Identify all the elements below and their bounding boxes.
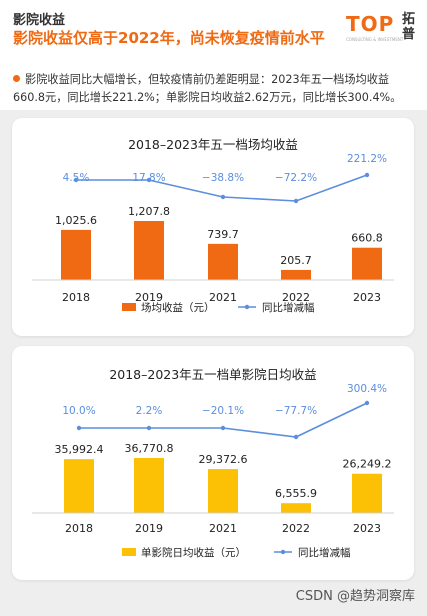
bar-value-label: 6,555.9 — [275, 487, 317, 500]
legend-bar-label: 场均收益（元） — [141, 301, 215, 314]
trend-label: 221.2% — [347, 153, 387, 165]
x-tick-label: 2023 — [353, 291, 381, 304]
bullet-dot-icon — [13, 75, 20, 82]
bar-value-label: 739.7 — [207, 228, 239, 241]
bar — [134, 458, 164, 513]
trend-label: 2.2% — [136, 405, 163, 417]
bar — [61, 229, 91, 280]
x-tick-label: 2018 — [62, 291, 90, 304]
trend-label: 10.0% — [62, 405, 95, 417]
chart-card-2: 2018–2023年五一档单影院日均收益 10.0% 2.2% −20.1% −77.… — [12, 346, 414, 580]
legend-line-marker — [280, 549, 286, 555]
footer-credit: CSDN @趋势洞察库 — [295, 589, 415, 604]
trend-label: −20.1% — [202, 405, 244, 417]
page-header: 影院收益 影院收益仅高于2022年，尚未恢复疫情前水平 TOP CONSULTI… — [0, 0, 427, 60]
trend-point — [220, 425, 226, 431]
summary-paragraph: 影院收益同比大幅增长，但较疫情前仍差距明显：2023年五一档场均收益660.8元… — [13, 71, 418, 107]
bar — [281, 503, 311, 513]
trend-label: −72.2% — [275, 172, 317, 184]
section-label: 影院收益 — [13, 13, 66, 28]
bar — [208, 469, 238, 513]
x-tick-label: 2022 — [282, 291, 310, 304]
chart-1-svg: 4.5% 17.8% −38.8% −72.2% 221.2% 1,025.6 1,207.… — [32, 153, 394, 314]
legend-line-label: 同比增减幅 — [298, 546, 351, 559]
legend-bar-label: 单影院日均收益（元） — [141, 546, 246, 559]
trend-point — [76, 425, 82, 431]
logo-subtitle: CONSULTING & INVESTMENT — [346, 37, 404, 42]
bar-value-label: 29,372.6 — [199, 453, 248, 466]
bar-value-label: 660.8 — [351, 232, 383, 245]
chart-1-title: 2018–2023年五一档场均收益 — [128, 137, 298, 152]
legend-line-marker — [244, 304, 250, 310]
trend-label: −77.7% — [275, 405, 317, 417]
bar — [208, 243, 238, 280]
x-tick-label: 2021 — [209, 291, 237, 304]
trend-label: −38.8% — [202, 172, 244, 184]
x-tick-label: 2023 — [353, 522, 381, 535]
bar — [352, 247, 382, 280]
bar-value-label: 26,249.2 — [343, 458, 392, 471]
brand-logo: TOP CONSULTING & INVESTMENT 拓普 — [346, 12, 422, 46]
logo-chinese-name: 拓普 — [402, 12, 416, 42]
page-headline: 影院收益仅高于2022年，尚未恢复疫情前水平 — [13, 29, 325, 47]
x-tick-label: 2019 — [135, 291, 163, 304]
legend-line-label: 同比增减幅 — [262, 301, 315, 314]
trend-point — [146, 177, 152, 183]
legend-bar-swatch — [122, 303, 136, 311]
summary-text: 影院收益同比大幅增长，但较疫情前仍差距明显：2023年五一档场均收益660.8元… — [13, 73, 402, 104]
bar — [64, 459, 94, 513]
chart-card-1: 2018–2023年五一档场均收益 4.5% 17.8% −38.8% −72.2% 2… — [12, 118, 414, 336]
legend-bar-swatch — [122, 548, 136, 556]
logo-wordmark: TOP — [346, 12, 395, 36]
bar-value-label: 35,992.4 — [55, 443, 104, 456]
bar-value-label: 1,207.8 — [128, 205, 170, 218]
chart-2-svg: 10.0% 2.2% −20.1% −77.7% 300.4% 35,992.4 36,77… — [32, 383, 394, 559]
trend-point — [146, 425, 152, 431]
x-tick-label: 2022 — [282, 522, 310, 535]
trend-point — [220, 194, 226, 200]
trend-point — [364, 172, 370, 178]
x-tick-label: 2019 — [135, 522, 163, 535]
trend-label: 4.5% — [63, 172, 90, 184]
bar-value-label: 205.7 — [280, 254, 312, 267]
trend-label: 17.8% — [132, 172, 165, 184]
trend-point — [73, 177, 79, 183]
x-tick-label: 2018 — [65, 522, 93, 535]
x-tick-label: 2021 — [209, 522, 237, 535]
bar — [352, 473, 382, 513]
bar-value-label: 36,770.8 — [125, 442, 174, 455]
trend-point — [293, 198, 299, 204]
bar — [281, 269, 311, 280]
bar — [134, 221, 164, 280]
trend-label: 300.4% — [347, 383, 387, 395]
trend-point — [364, 400, 370, 406]
chart-2-title: 2018–2023年五一档单影院日均收益 — [109, 367, 317, 382]
bar-value-label: 1,025.6 — [55, 214, 97, 227]
trend-point — [293, 434, 299, 440]
